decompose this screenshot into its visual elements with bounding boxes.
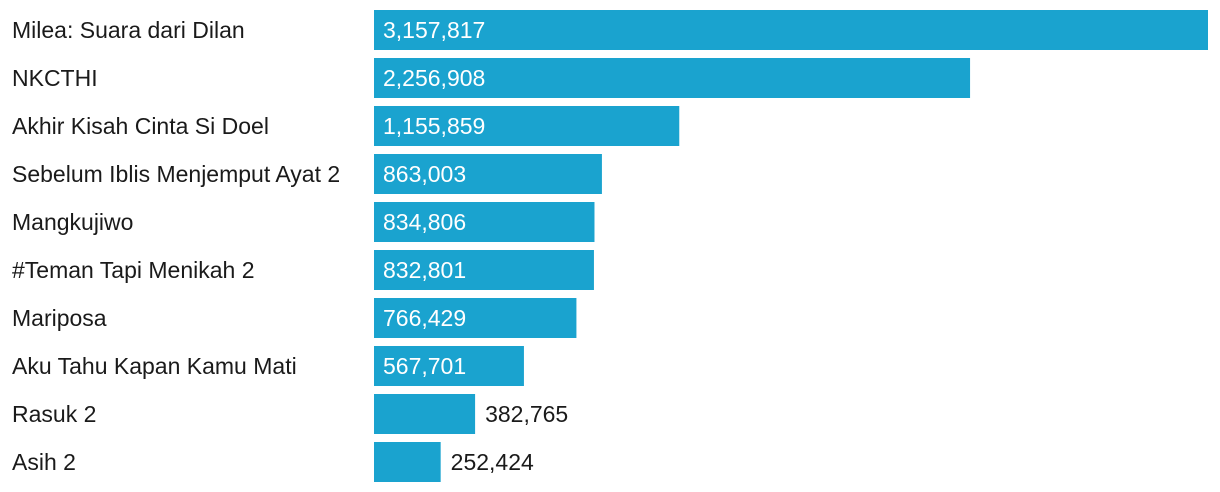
category-label: Milea: Suara dari Dilan bbox=[12, 17, 245, 43]
value-label: 252,424 bbox=[451, 449, 534, 475]
category-label: #Teman Tapi Menikah 2 bbox=[12, 257, 255, 283]
value-label: 2,256,908 bbox=[383, 65, 485, 91]
value-label: 382,765 bbox=[485, 401, 568, 427]
bar bbox=[374, 346, 524, 386]
category-label: Asih 2 bbox=[12, 449, 76, 475]
bar bbox=[374, 394, 476, 434]
value-label: 766,429 bbox=[383, 305, 466, 331]
bar-row: Asih 2 252,424 bbox=[12, 442, 534, 482]
category-label: Akhir Kisah Cinta Si Doel bbox=[12, 113, 269, 139]
value-label: 1,155,859 bbox=[383, 113, 485, 139]
bar-row: Sebelum Iblis Menjemput Ayat 2 863,003 bbox=[12, 154, 602, 194]
bar-row: #Teman Tapi Menikah 2 832,801 bbox=[12, 250, 594, 290]
bar-row: Akhir Kisah Cinta Si Doel 1,155,859 bbox=[12, 106, 680, 146]
category-label: Sebelum Iblis Menjemput Ayat 2 bbox=[12, 161, 340, 187]
value-label: 567,701 bbox=[383, 353, 466, 379]
bar bbox=[374, 10, 1208, 50]
bar bbox=[374, 442, 441, 482]
category-label: Rasuk 2 bbox=[12, 401, 96, 427]
bar-row: Rasuk 2 382,765 bbox=[12, 394, 568, 434]
bar bbox=[374, 154, 602, 194]
category-label: Mariposa bbox=[12, 305, 107, 331]
bar bbox=[374, 202, 595, 242]
bar bbox=[374, 58, 971, 98]
bar-row: Mariposa 766,429 bbox=[12, 298, 577, 338]
value-label: 834,806 bbox=[383, 209, 466, 235]
category-label: NKCTHI bbox=[12, 65, 98, 91]
bar bbox=[374, 106, 680, 146]
category-label: Aku Tahu Kapan Kamu Mati bbox=[12, 353, 297, 379]
bar bbox=[374, 298, 577, 338]
value-label: 863,003 bbox=[383, 161, 466, 187]
bar-row: NKCTHI 2,256,908 bbox=[12, 58, 971, 98]
bar-row: Mangkujiwo 834,806 bbox=[12, 202, 595, 242]
bar-row: Aku Tahu Kapan Kamu Mati 567,701 bbox=[12, 346, 524, 386]
value-label: 3,157,817 bbox=[383, 17, 485, 43]
bar bbox=[374, 250, 594, 290]
value-label: 832,801 bbox=[383, 257, 466, 283]
category-label: Mangkujiwo bbox=[12, 209, 133, 235]
bar-row: Milea: Suara dari Dilan 3,157,817 bbox=[12, 10, 1208, 50]
